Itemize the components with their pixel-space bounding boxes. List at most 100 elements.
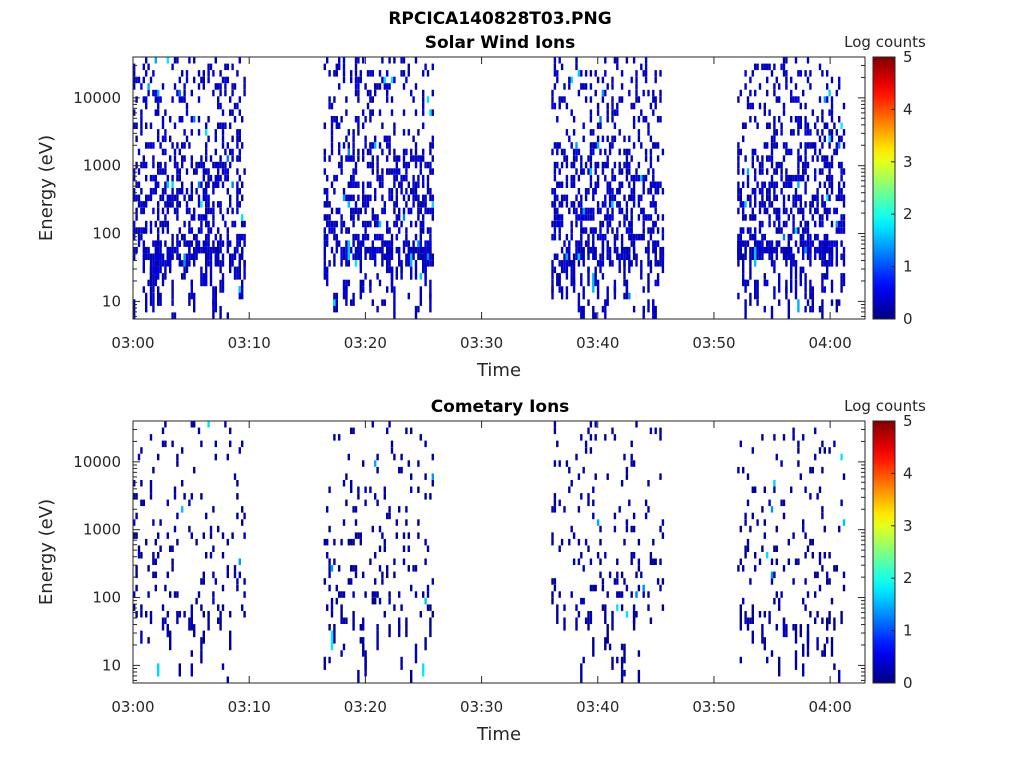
spectrogram-cell	[342, 279, 346, 300]
spectrogram-cell	[775, 246, 778, 254]
spectrogram-cell	[632, 240, 636, 247]
spectrogram-cell	[749, 201, 752, 208]
spectrogram-cell	[780, 460, 783, 467]
spectrogram-cell	[613, 122, 617, 129]
spectrogram-cell	[207, 220, 210, 228]
spectrogram-cell	[347, 538, 350, 546]
spectrogram-cell	[241, 142, 244, 149]
spectrogram-cell	[176, 233, 179, 241]
spectrogram-cell	[630, 214, 633, 221]
spectrogram-cell	[654, 201, 657, 208]
spectrogram-cell	[749, 89, 752, 97]
spectrogram-cell	[589, 214, 593, 221]
spectrogram-cell	[806, 545, 810, 552]
spectrogram-cell	[809, 247, 812, 267]
spectrogram-cell	[601, 584, 605, 592]
spectrogram-cell	[135, 122, 138, 129]
spectrogram-cell	[628, 135, 631, 143]
spectrogram-cell	[790, 181, 793, 188]
spectrogram-cell	[424, 260, 427, 280]
spectrogram-cell	[577, 246, 581, 254]
spectrogram-cell	[802, 266, 805, 274]
spectrogram-cell	[188, 260, 191, 267]
spectrogram-cell	[775, 207, 778, 215]
spectrogram-cell	[195, 246, 198, 254]
spectrogram-cell	[835, 207, 838, 215]
spectrogram-cell	[804, 102, 807, 110]
spectrogram-cell	[214, 181, 217, 188]
spectrogram-cell	[835, 220, 838, 228]
spectrogram-cell	[197, 181, 201, 188]
spectrogram-cell	[386, 227, 389, 234]
spectrogram-cell	[347, 240, 350, 260]
spectrogram-cell	[145, 611, 148, 618]
spectrogram-cell	[558, 233, 561, 241]
spectrogram-cell	[157, 161, 160, 169]
spectrogram-cell	[797, 129, 800, 136]
spectrogram-cell	[814, 220, 817, 228]
spectrogram-cell	[742, 597, 745, 605]
spectrogram-cell	[799, 116, 802, 123]
spectrogram-cell	[739, 440, 742, 448]
spectrogram-cell	[580, 155, 583, 162]
spectrogram-cell	[616, 604, 619, 611]
spectrogram-cell	[840, 135, 843, 143]
spectrogram-cell	[799, 194, 802, 202]
spectrogram-cell	[386, 246, 389, 254]
spectrogram-cell	[422, 220, 425, 228]
spectrogram-cell	[219, 161, 222, 169]
spectrogram-cell	[236, 246, 239, 254]
spectrogram-cell	[551, 102, 554, 110]
spectrogram-cell	[140, 604, 143, 611]
spectrogram-cell	[405, 233, 408, 241]
spectrogram-cell	[840, 227, 843, 234]
spectrogram-cell	[154, 558, 157, 565]
spectrogram-cell	[623, 578, 626, 585]
spectrogram-cell	[173, 161, 177, 169]
spectrogram-cell	[212, 591, 215, 598]
spectrogram-cell	[431, 194, 434, 202]
spectrogram-cell	[393, 122, 396, 129]
spectrogram-cell	[200, 201, 203, 208]
spectrogram-cell	[371, 597, 374, 605]
spectrogram-cell	[637, 96, 641, 103]
x-tick-label: 04:00	[809, 698, 852, 716]
spectrogram-cell	[207, 181, 210, 188]
spectrogram-cell	[652, 194, 655, 202]
spectrogram-cell	[219, 246, 222, 254]
spectrogram-cell	[347, 578, 350, 585]
spectrogram-cell	[589, 447, 593, 454]
spectrogram-cell	[806, 220, 810, 228]
spectrogram-cell	[207, 246, 210, 260]
spectrogram-cell	[236, 194, 239, 202]
spectrogram-cell	[751, 148, 754, 156]
spectrogram-cell	[608, 571, 612, 579]
spectrogram-cell	[357, 155, 360, 162]
spectrogram-cell	[628, 89, 631, 97]
spectrogram-cell	[647, 129, 650, 136]
spectrogram-cell	[616, 109, 619, 116]
spectrogram-cell	[147, 279, 150, 287]
spectrogram-cell	[613, 109, 617, 116]
spectrogram-cell	[214, 246, 217, 254]
spectrogram-cell	[833, 122, 836, 129]
spectrogram-cell	[149, 486, 153, 493]
spectrogram-cell	[243, 89, 246, 97]
spectrogram-cell	[429, 604, 432, 611]
spectrogram-cell	[229, 427, 232, 435]
spectrogram-cell	[326, 214, 329, 221]
colorbar-gradient	[873, 57, 895, 319]
spectrogram-cell	[556, 142, 559, 149]
spectrogram-cell	[806, 240, 810, 247]
spectrogram-cell	[570, 142, 573, 149]
spectrogram-cell	[173, 83, 177, 90]
spectrogram-cell	[826, 214, 829, 221]
spectrogram-cell	[604, 604, 607, 624]
spectrogram-cell	[171, 558, 174, 565]
spectrogram-cell	[212, 246, 215, 254]
spectrogram-cell	[161, 83, 165, 90]
spectrogram-cell	[424, 207, 427, 215]
spectrogram-cell	[371, 70, 374, 77]
spectrogram-cell	[551, 538, 554, 546]
spectrogram-cell	[209, 207, 213, 215]
